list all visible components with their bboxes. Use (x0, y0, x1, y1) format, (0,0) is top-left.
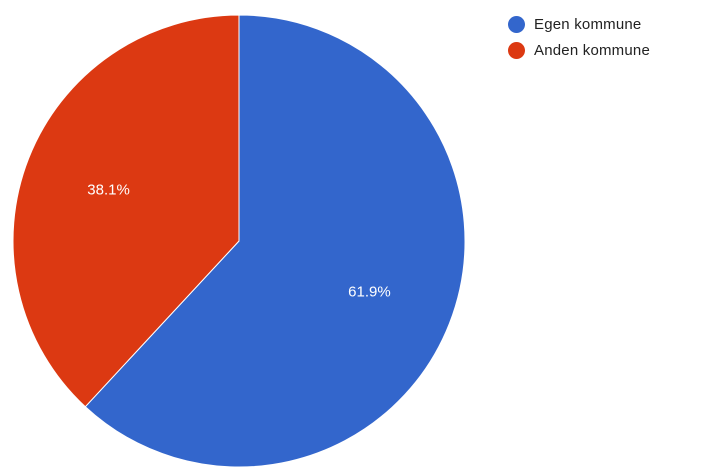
pie-slice-anden-kommune[interactable] (12, 14, 240, 408)
legend: Egen kommune Anden kommune (508, 12, 650, 64)
legend-item-egen-kommune[interactable]: Egen kommune (508, 12, 650, 36)
legend-item-anden-kommune[interactable]: Anden kommune (508, 38, 650, 62)
slice-label-egen-kommune: 61.9% (348, 284, 391, 301)
legend-swatch-egen-kommune (508, 15, 525, 33)
legend-swatch-anden-kommune (508, 41, 525, 59)
slice-label-anden-kommune: 38.1% (87, 181, 130, 198)
legend-label-egen-kommune: Egen kommune (534, 15, 642, 33)
legend-label-anden-kommune: Anden kommune (534, 41, 651, 59)
pie-slices (12, 14, 466, 467)
pie-slice-egen-kommune[interactable] (84, 14, 466, 467)
pie-slice-labels: 61.9% 38.1% (87, 181, 390, 300)
